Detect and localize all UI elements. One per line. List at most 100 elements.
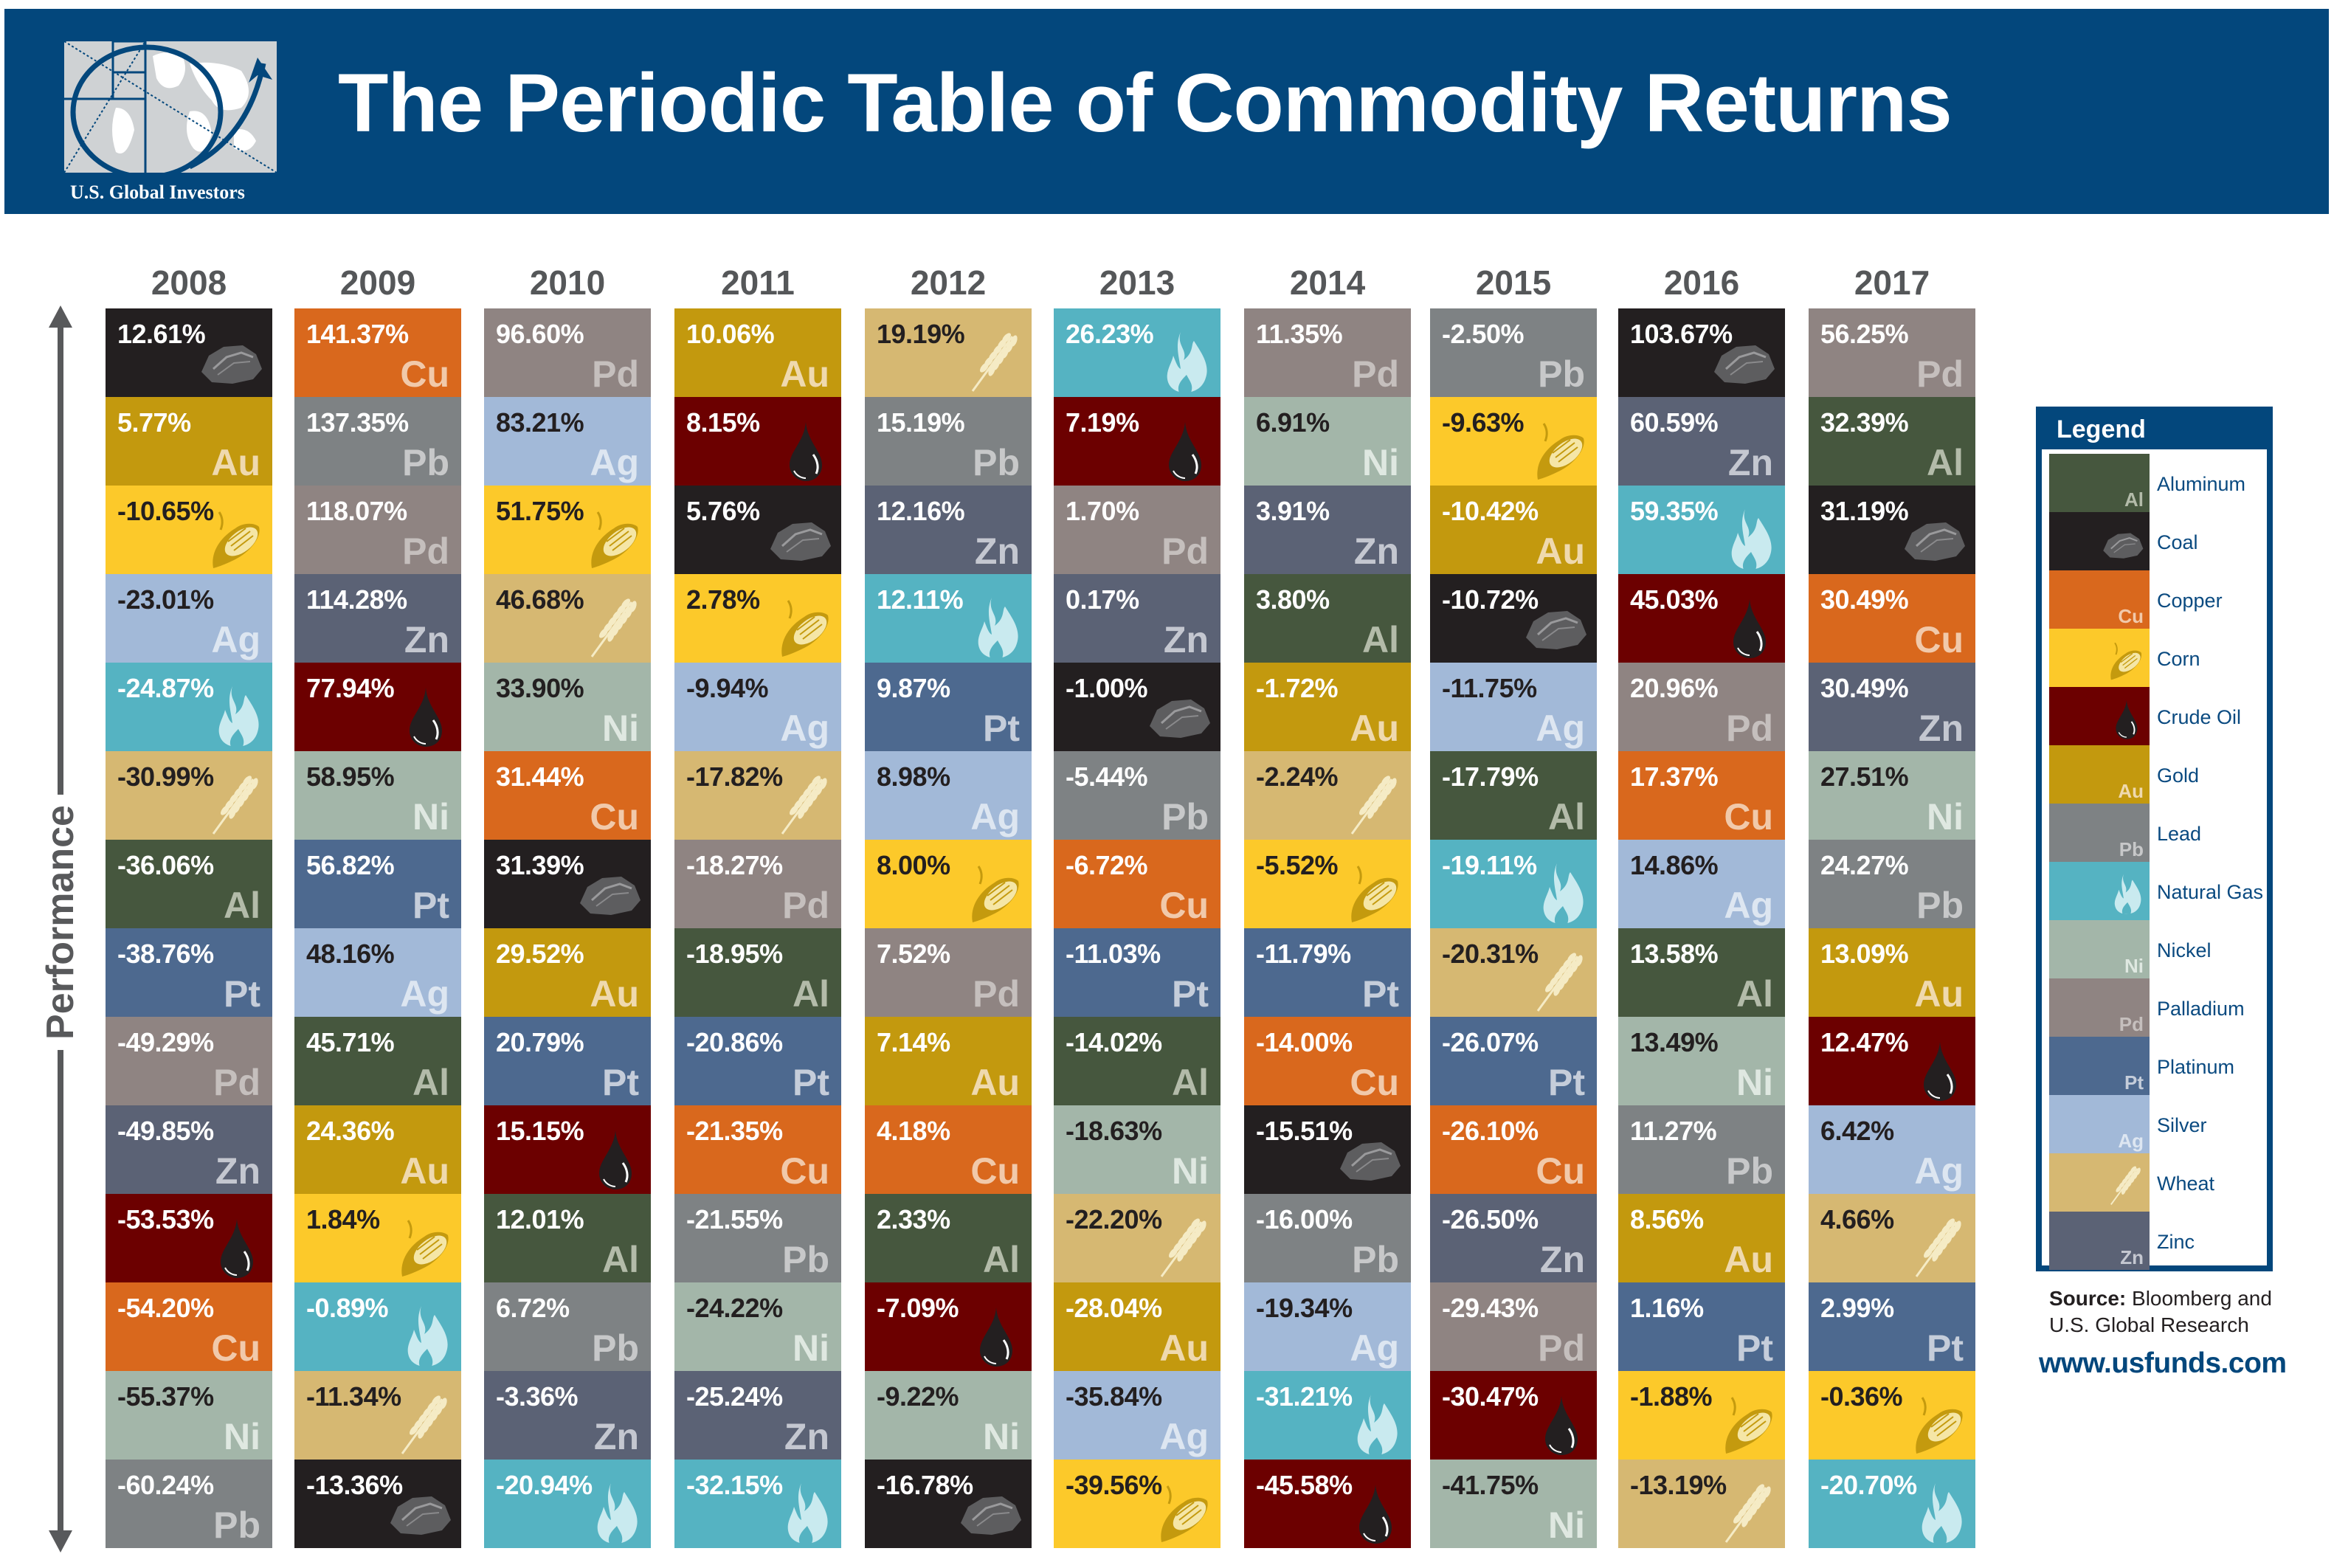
element-symbol: Ni — [412, 796, 449, 837]
cell-copper-2015: -26.10% Cu — [1430, 1105, 1597, 1194]
cell-corn-2010: 51.75% — [484, 486, 651, 574]
element-symbol: Au — [1350, 708, 1399, 749]
wheat-icon — [191, 773, 265, 835]
coal-icon — [760, 508, 834, 570]
legend-symbol: Ni — [2124, 955, 2144, 977]
cell-silver-2012: 8.98% Ag — [865, 751, 1032, 840]
element-symbol: Al — [1362, 619, 1399, 660]
source-text-line2: U.S. Global Research — [2049, 1313, 2249, 1336]
cell-lead-2014: -16.00% Pb — [1244, 1194, 1411, 1282]
cell-gold-2010: 29.52% Au — [484, 928, 651, 1017]
year-column-2012: 19.19% 15.19% Pb 12.16% Zn 12.11% 9.87% Pt 8.98%… — [865, 308, 1032, 1548]
return-value: -13.36% — [306, 1470, 403, 1500]
return-value: 27.51% — [1820, 761, 1909, 792]
element-symbol: Al — [602, 1239, 639, 1280]
cell-aluminum-2008: -36.06% Al — [106, 840, 272, 928]
return-value: -20.70% — [1820, 1470, 1917, 1500]
cell-natural-gas-2009: -0.89% — [294, 1282, 461, 1371]
return-value: 59.35% — [1630, 496, 1719, 526]
return-value: 1.84% — [306, 1204, 380, 1234]
year-header-2009: 2009 — [339, 263, 416, 302]
website-link[interactable]: www.usfunds.com — [2039, 1347, 2287, 1379]
cell-nickel-2009: 58.95% Ni — [294, 751, 461, 840]
wheat-icon — [1894, 1216, 1968, 1278]
return-value: -21.55% — [686, 1204, 783, 1234]
return-value: 8.98% — [877, 761, 950, 792]
return-value: 60.59% — [1630, 407, 1719, 438]
return-value: 32.39% — [1820, 407, 1909, 438]
cell-silver-2010: 83.21% Ag — [484, 397, 651, 486]
coal-icon — [1704, 331, 1778, 393]
cell-gold-2009: 24.36% Au — [294, 1105, 461, 1194]
legend-swatch — [2049, 862, 2150, 920]
element-symbol: Au — [211, 442, 260, 483]
cell-zinc-2009: 114.28% Zn — [294, 574, 461, 663]
corn-icon — [380, 1216, 454, 1278]
cell-corn-2015: -9.63% — [1430, 397, 1597, 486]
legend-label: Crude Oil — [2157, 706, 2242, 728]
cell-corn-2014: -5.52% — [1244, 840, 1411, 928]
return-value: -32.15% — [686, 1470, 783, 1500]
cell-coal-2014: -15.51% — [1244, 1105, 1411, 1194]
element-symbol: Cu — [970, 1150, 1020, 1192]
return-value: -28.04% — [1066, 1293, 1162, 1323]
legend-item-platinum: Pt Platinum — [2049, 1037, 2263, 1095]
return-value: 114.28% — [306, 584, 407, 615]
cell-natural-gas-2016: 59.35% — [1618, 486, 1785, 574]
return-value: -18.95% — [686, 939, 783, 969]
return-value: 45.71% — [306, 1027, 395, 1057]
wheat-icon — [570, 596, 643, 658]
cell-copper-2014: -14.00% Cu — [1244, 1017, 1411, 1105]
legend-label: Lead — [2157, 823, 2202, 845]
element-symbol: Zn — [974, 531, 1020, 572]
legend-label: Platinum — [2157, 1056, 2235, 1078]
element-symbol: Pt — [1736, 1327, 1773, 1369]
world-map-graphic — [64, 41, 277, 173]
cell-aluminum-2010: 12.01% Al — [484, 1194, 651, 1282]
legend-item-gold: Au Gold — [2049, 745, 2263, 804]
element-symbol: Zn — [1727, 442, 1773, 483]
return-value: -9.63% — [1442, 407, 1525, 438]
cell-silver-2013: -35.84% Ag — [1054, 1371, 1220, 1460]
return-value: -49.85% — [117, 1116, 214, 1146]
legend-swatch — [2049, 687, 2150, 745]
year-header-2015: 2015 — [1475, 263, 1552, 302]
element-symbol: Cu — [1350, 1062, 1399, 1103]
cell-copper-2008: -54.20% Cu — [106, 1282, 272, 1371]
source-text-line1: Bloomberg and — [2132, 1287, 2272, 1310]
legend-item-silver: Ag Silver — [2049, 1095, 2263, 1153]
legend-symbol: Cu — [2118, 605, 2144, 627]
legend-swatch: Ag — [2049, 1095, 2150, 1153]
element-symbol: Zn — [784, 1416, 829, 1457]
cell-palladium-2010: 96.60% Pd — [484, 308, 651, 397]
return-value: 1.70% — [1066, 496, 1139, 526]
return-value: 56.82% — [306, 850, 395, 880]
return-value: -20.86% — [686, 1027, 783, 1057]
return-value: -10.65% — [117, 496, 214, 526]
element-symbol: Cu — [211, 1327, 260, 1369]
cell-platinum-2011: -20.86% Pt — [674, 1017, 841, 1105]
element-symbol: Zn — [1353, 531, 1399, 572]
return-value: 12.16% — [877, 496, 965, 526]
return-value: 6.91% — [1256, 407, 1330, 438]
cell-natural-gas-2017: -20.70% — [1809, 1460, 1975, 1548]
oil-drop-icon — [1330, 1482, 1403, 1544]
return-value: 19.19% — [877, 319, 965, 349]
element-symbol: Cu — [780, 1150, 829, 1192]
return-value: -10.72% — [1442, 584, 1539, 615]
legend-swatch: Pb — [2049, 804, 2150, 862]
cell-nickel-2015: -41.75% Ni — [1430, 1460, 1597, 1548]
cell-aluminum-2016: 13.58% Al — [1618, 928, 1785, 1017]
cell-wheat-2010: 46.68% — [484, 574, 651, 663]
element-symbol: Pd — [1161, 531, 1209, 572]
oil-drop-icon — [2096, 697, 2145, 741]
cell-lead-2017: 24.27% Pb — [1809, 840, 1975, 928]
oil-drop-icon — [1704, 596, 1778, 658]
return-value: -1.72% — [1256, 673, 1339, 703]
legend-label: Wheat — [2157, 1172, 2215, 1195]
cell-crude-oil-2012: -7.09% — [865, 1282, 1032, 1371]
return-value: 8.00% — [877, 850, 950, 880]
cell-copper-2017: 30.49% Cu — [1809, 574, 1975, 663]
coal-icon — [1894, 508, 1968, 570]
cell-crude-oil-2013: 7.19% — [1054, 397, 1220, 486]
